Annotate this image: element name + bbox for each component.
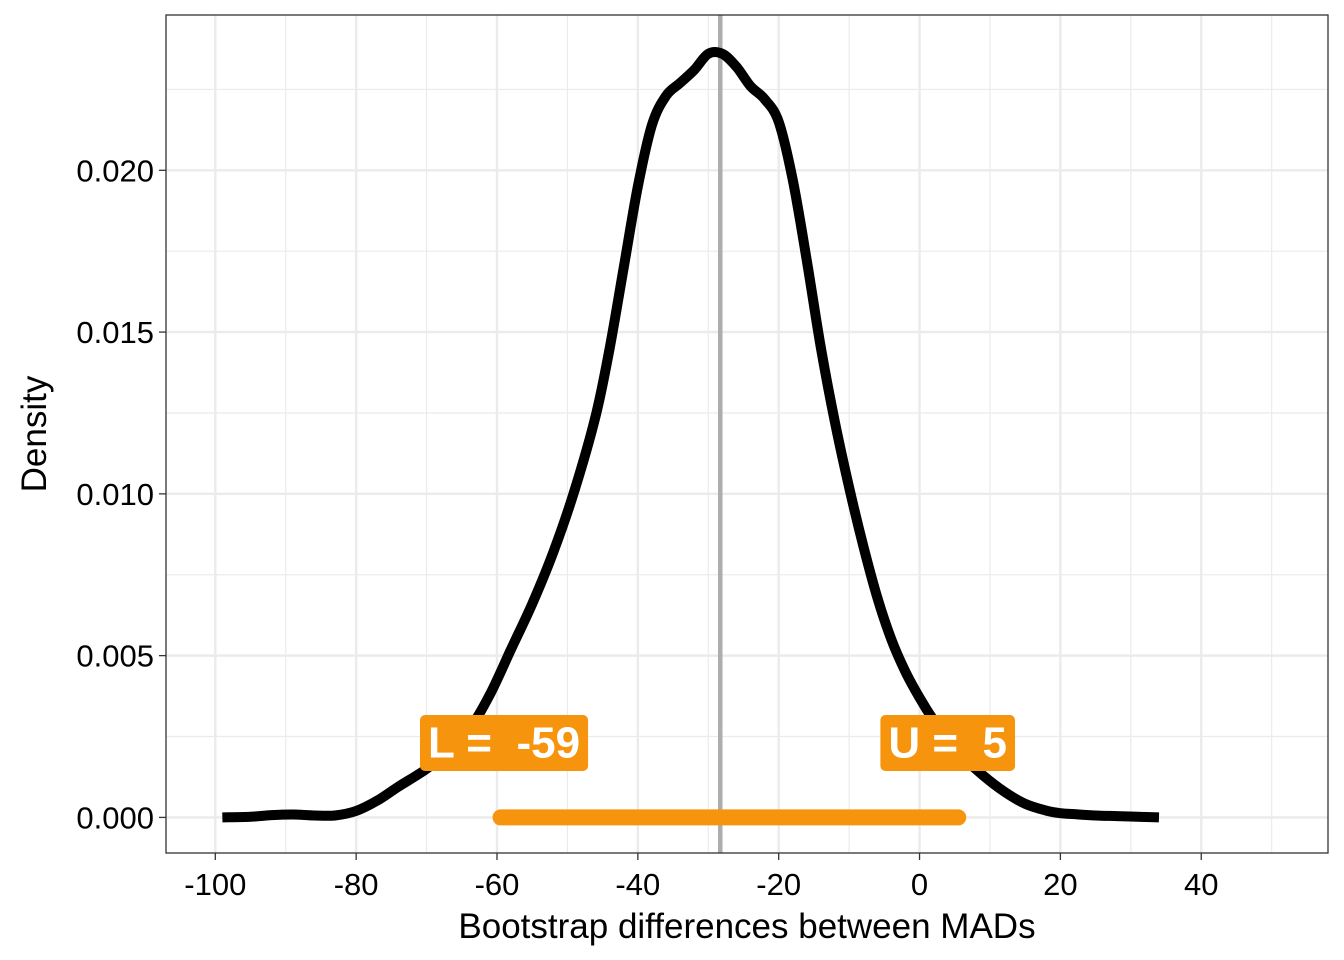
x-tick-label: -20 <box>756 867 801 902</box>
x-tick-label: 0 <box>911 867 928 902</box>
x-axis-ticks: -100 -80 -60 -40 -20 0 20 40 <box>184 853 1218 902</box>
y-tick-label: 0.020 <box>76 153 154 188</box>
grid-lines <box>166 15 1328 853</box>
x-tick-label: 20 <box>1043 867 1077 902</box>
y-tick-label: 0.005 <box>76 639 154 674</box>
x-tick-label: -100 <box>184 867 246 902</box>
x-tick-label: -60 <box>475 867 520 902</box>
annotation-label: U = 5 <box>880 714 1016 771</box>
x-tick-label: -80 <box>334 867 379 902</box>
density-curve-layer <box>222 47 1160 823</box>
density-curve <box>222 47 1160 823</box>
x-tick-label: 40 <box>1184 867 1218 902</box>
x-axis-title: Bootstrap differences between MADs <box>458 907 1035 946</box>
y-tick-label: 0.000 <box>76 800 154 835</box>
y-tick-label: 0.010 <box>76 477 154 512</box>
annotation-text: L = -59 <box>428 718 580 767</box>
annotation-layer: L = -59 U = 5 <box>420 714 1016 771</box>
y-axis-title: Density <box>15 375 54 492</box>
y-tick-label: 0.015 <box>76 315 154 350</box>
annotation-text: U = 5 <box>888 718 1007 767</box>
y-axis-ticks: 0.000 0.005 0.010 0.015 0.020 <box>76 153 166 835</box>
x-tick-label: -40 <box>615 867 660 902</box>
annotation-label: L = -59 <box>420 714 589 771</box>
annotation-box <box>880 714 1016 771</box>
annotation-box <box>420 714 589 771</box>
panel-border <box>165 14 1329 854</box>
